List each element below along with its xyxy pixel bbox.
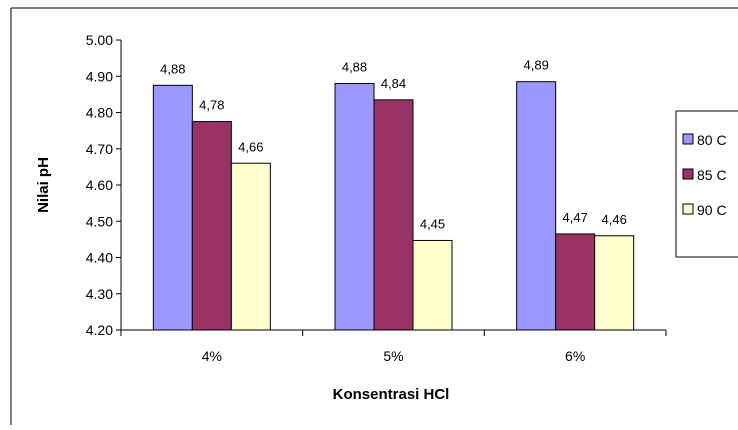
bar	[230, 162, 271, 331]
bar	[594, 235, 635, 331]
bar	[516, 81, 557, 331]
data-label: 4,47	[563, 210, 588, 225]
y-axis-title: Nilai pH	[35, 157, 52, 213]
data-label: 4,78	[199, 98, 224, 113]
y-tick-label: 4.90	[86, 68, 113, 84]
x-tick-label: 4%	[202, 348, 222, 364]
data-label: 4,66	[238, 139, 263, 154]
bar	[412, 239, 453, 331]
y-tick-label: 4.40	[86, 250, 113, 266]
x-tick-group: 4% 5% 6%	[120, 330, 667, 364]
y-tick-label: 4.70	[86, 141, 113, 157]
data-label: 4,84	[381, 76, 406, 91]
legend-swatch	[682, 133, 694, 145]
data-label: 4,88	[342, 60, 367, 75]
x-tick-label: 5%	[383, 348, 403, 364]
legend-swatch	[682, 203, 694, 215]
data-label: 4,46	[602, 212, 627, 227]
data-label-group: 4,88 4,88 4,89 4,78 4,84 4,47 4,66 4,45 4,46	[160, 58, 627, 232]
legend-label: 80 C	[697, 132, 727, 148]
data-label: 4,88	[160, 61, 185, 76]
x-axis-title: Konsentrasi HCl	[333, 386, 450, 403]
legend-label: 90 C	[697, 202, 727, 218]
bar	[152, 84, 193, 331]
bar	[555, 233, 596, 331]
y-tick-label: 4.80	[86, 105, 113, 121]
bar	[334, 83, 375, 331]
y-tick-label: 5.00	[86, 32, 113, 48]
bar	[373, 99, 414, 331]
bar-group	[152, 81, 635, 331]
y-tick-label: 4.50	[86, 213, 113, 229]
data-label: 4,89	[524, 58, 549, 73]
bar	[191, 121, 232, 331]
y-tick-label: 4.60	[86, 177, 113, 193]
legend-label: 85 C	[697, 167, 727, 183]
y-tick-label: 4.20	[86, 322, 113, 338]
y-tick-group: 4.20 4.30 4.40 4.50 4.60 4.70 4.80 4.90 5.00	[86, 32, 121, 338]
legend-swatch	[682, 168, 694, 180]
data-label: 4,45	[420, 216, 445, 231]
legend: 80 C 85 C 90 C	[675, 110, 738, 258]
y-tick-label: 4.30	[86, 286, 113, 302]
x-tick-label: 6%	[565, 348, 585, 364]
